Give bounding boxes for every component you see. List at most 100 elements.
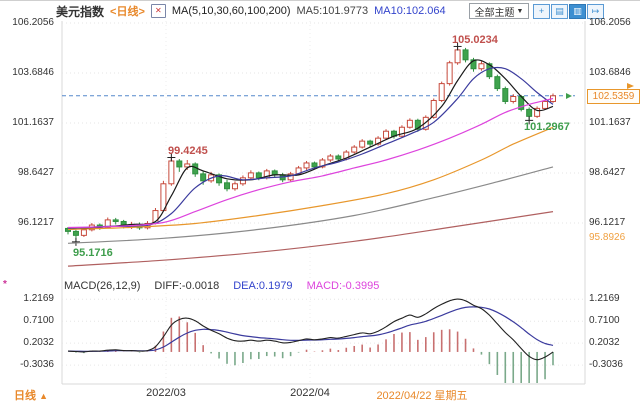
macd-axis-label-left: 1.2169 [23,293,54,305]
pan-tool-icon: + [538,6,545,16]
triangle-up-icon: ▲ [39,391,48,401]
scroll-latest-button[interactable]: ↦ [587,4,604,19]
scroll-latest-icon: ↦ [591,6,600,16]
candle-body [200,173,207,182]
candle-body [398,126,405,137]
macd-title: MACD(26,12,9) [64,280,141,292]
candle-body [72,230,79,236]
candle-body [510,96,517,102]
candle-body [311,162,318,168]
macd-diff-line [67,298,554,361]
candle-body [176,160,183,168]
ma-settings-label: MA(5,10,30,60,100,200) [171,5,291,17]
x-axis-label-month2: 2022/04 [290,387,330,399]
pan-tool-button[interactable]: + [533,4,550,19]
chevron-down-icon: ▼ [516,7,524,15]
theme-dropdown-label: 全部主题 [474,7,515,19]
price-axis-label-right: 103.6846 [589,67,631,78]
candle-body [375,137,382,145]
candle-body [478,63,485,70]
candle-body [414,119,421,130]
ma5-value-label: MA5:101.9773 [296,5,369,17]
macd-axis-label-right: 1.2169 [589,293,620,305]
price-axis-label-left: 98.6427 [17,167,54,179]
macd-dea-label: DEA:0.1979 [233,280,293,292]
macd-diff-label: DIFF:-0.0018 [154,280,220,292]
ma-line-ma5 [67,59,554,231]
last-candle-arrow-icon [566,93,572,99]
x-axis-label-month1: 2022/03 [146,387,186,399]
price-axis-label-left: 96.1217 [17,217,54,229]
macd-axis-label-left: 0.7100 [23,315,54,327]
ma-line-ma10 [67,66,554,230]
price-axis-label-left: 103.6846 [12,67,54,78]
theme-dropdown[interactable]: 全部主题 ▼ [469,3,529,19]
price-axis-label-right: 101.1637 [589,117,631,128]
ma-line-ma200 [67,211,554,267]
period-selector[interactable]: 日线 ▲ [14,387,48,401]
ma-line-ma100 [67,166,554,244]
macd-axis-label-left: -0.3036 [20,359,54,371]
current-price-label: 102.5359 [587,89,640,104]
candle-body [438,83,445,101]
price-axis-label-right: 96.1217 [589,217,626,229]
candle-body [247,172,254,179]
ma-line-ma60 [67,126,554,231]
candle-body [502,88,509,102]
chart-layout-icon: ▤ [555,6,564,16]
candle-body [367,140,374,145]
chart-header: 美元指数 <日线> ✕ MA(5,10,30,60,100,200) MA5:1… [56,3,446,19]
candle-body [534,107,541,117]
candle-body [422,116,429,130]
ma-line-ma30 [67,97,554,229]
candle-body [454,49,461,64]
candle-body [335,155,342,160]
candle-body [526,108,533,117]
period-tag: <日线> [110,6,145,18]
candle-body [184,163,191,168]
candle-body [80,229,87,236]
candle-body [303,162,310,169]
candle-body [104,219,111,228]
candle-style-button[interactable]: ▥ [569,4,586,19]
macd-axis-label-right: 0.7100 [589,315,620,327]
secondary-price-label: 95.8926 [589,232,626,243]
annotation-high-march: 99.4245 [168,145,208,157]
price-axis-label-right: 106.2056 [589,17,631,28]
annotation-low-start: 95.1716 [73,247,113,259]
period-selector-label: 日线 [14,390,36,401]
candle-body [359,140,366,148]
candle-body [327,155,334,161]
candle-body [462,49,469,61]
ma10-value-label: MA10:102.064 [374,5,446,17]
price-axis-label-left: 106.2056 [12,17,54,28]
symbol-name: 美元指数 [56,4,105,19]
candle-body [494,76,501,90]
macd-axis-label-left: 0.2032 [23,337,54,349]
candle-style-icon: ▥ [573,6,582,16]
candle-body [319,159,326,168]
price-flag-icon [627,83,634,89]
macd-axis-label-right: -0.3036 [589,359,623,371]
candle-body [112,219,119,222]
chart-layout-button[interactable]: ▤ [551,4,568,19]
candle-body [470,59,477,70]
candle-body [231,183,238,190]
indicator-flower-icon[interactable]: * [3,279,7,290]
candle-body [351,146,358,153]
indicator-settings-icon[interactable]: ✕ [150,4,166,18]
candle-body [406,119,413,128]
candle-body [430,99,437,118]
macd-axis-label-right: 0.2032 [589,337,620,349]
annotation-low-recent: 101.2967 [524,121,570,133]
macd-macd-label: MACD:-0.3995 [306,280,380,292]
macd-header: MACD(26,12,9) DIFF:-0.0018 DEA:0.1979 MA… [64,280,379,292]
candle-body [224,182,231,190]
price-axis-label-right: 98.6427 [589,167,626,179]
candle-body [446,62,453,85]
candle-body [239,177,246,185]
candle-body [216,174,223,184]
annotation-high-peak: 105.0234 [452,34,498,46]
